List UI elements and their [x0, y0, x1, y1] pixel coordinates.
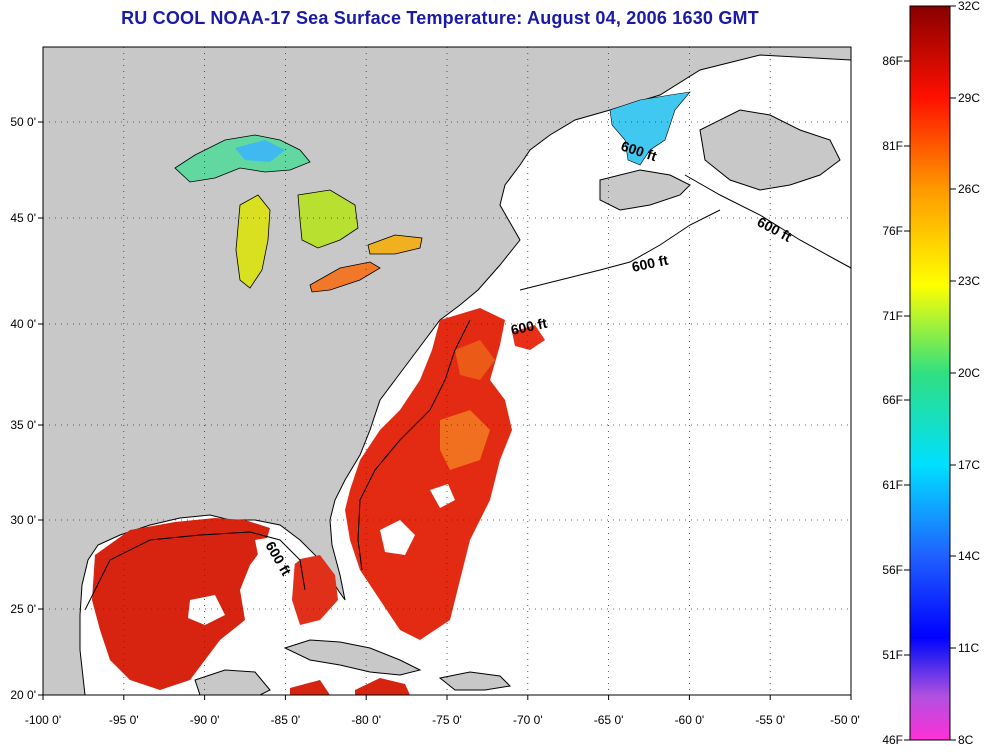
colorbar-celsius-label: 20C: [958, 366, 980, 380]
colorbar-celsius-label: 14C: [958, 549, 980, 563]
lake-ontario-sst: [367, 234, 423, 255]
isobath-contour: [519, 209, 721, 291]
colorbar-celsius-label: 29C: [958, 91, 980, 105]
colorbar-fahrenheit-label: 51F: [882, 648, 903, 662]
colorbar-fahrenheit-label: 46F: [882, 733, 903, 747]
colorbar-fahrenheit-label: 61F: [882, 478, 903, 492]
x-tick-label: -75 0': [432, 713, 462, 727]
x-tick-label: -60 0': [675, 713, 705, 727]
y-tick-label: 20 0': [10, 688, 36, 702]
isobath-label: 600 ft: [630, 252, 669, 275]
cloud-gap: [430, 484, 455, 508]
y-tick-label: 25 0': [10, 602, 36, 616]
colorbar-gradient: [909, 5, 951, 741]
x-tick-label: -55 0': [755, 713, 785, 727]
gulf-st-lawrence-sst: [609, 91, 691, 166]
colorbar-celsius-label: 8C: [958, 733, 974, 747]
lake-erie-sst: [309, 261, 381, 293]
gulf-mexico-east-sst: [292, 555, 338, 625]
y-tick-label: 45 0': [10, 211, 36, 225]
colorbar-celsius-label: 17C: [958, 458, 980, 472]
atlantic-warm-sst: [345, 308, 512, 640]
colorbar-celsius-label: 23C: [958, 274, 980, 288]
gulf-cloud-gap: [188, 595, 225, 625]
isobath-contour: [84, 531, 306, 611]
lake-huron-sst: [297, 189, 359, 249]
atlantic-warm-patch-2: [455, 340, 495, 380]
gulf-mexico-warm-sst: [92, 518, 270, 690]
y-tick-label: 35 0': [10, 418, 36, 432]
colorbar-celsius-label: 11C: [958, 641, 979, 655]
x-tick-label: -70 0': [513, 713, 543, 727]
x-tick-label: -80 0': [351, 713, 381, 727]
yucatan-land: [194, 669, 271, 695]
x-tick-label: -95 0': [109, 713, 139, 727]
colorbar-fahrenheit-label: 66F: [882, 393, 903, 407]
colorbar-fahrenheit-label: 81F: [882, 139, 903, 153]
isobath-contour: [357, 319, 471, 571]
colorbar-fahrenheit-label: 71F: [882, 309, 903, 323]
lake-superior-cold: [235, 140, 285, 162]
caribbean-warm-sst: [355, 678, 410, 695]
lake-michigan-sst: [235, 194, 271, 289]
y-tick-label: 50 0': [10, 115, 36, 129]
x-tick-label: -100 0': [25, 713, 61, 727]
colorbar-fahrenheit-label: 56F: [882, 563, 903, 577]
x-axis: -100 0' -95 0' -90 0' -85 0' -80 0' -75 …: [25, 695, 860, 727]
atlantic-offshore-patch: [512, 325, 545, 350]
x-tick-label: -65 0': [594, 713, 624, 727]
hispaniola-land: [438, 671, 512, 691]
colorbar-fahrenheit-label: 76F: [882, 224, 903, 238]
colorbar: 86F 81F 76F 71F 66F 61F 56F 51F 46F 32C …: [882, 0, 980, 747]
grid-lines: [43, 47, 851, 695]
isobath-label: 600 ft: [509, 315, 548, 338]
y-tick-label: 40 0': [10, 317, 36, 331]
isobath-contour: [684, 174, 851, 269]
nova-scotia-land: [599, 169, 691, 211]
y-axis: 50 0' 45 0' 40 0' 35 0' 30 0' 25 0' 20 0…: [10, 115, 43, 702]
atlantic-warm-patch-3: [440, 410, 490, 470]
colorbar-celsius-label: 26C: [958, 182, 980, 196]
y-tick-label: 30 0': [10, 513, 36, 527]
cloud-gap: [380, 520, 415, 555]
cuba-land: [283, 639, 422, 676]
x-tick-label: -90 0': [190, 713, 220, 727]
x-tick-label: -50 0': [830, 713, 860, 727]
map-title: RU COOL NOAA-17 Sea Surface Temperature:…: [121, 8, 759, 28]
x-tick-label: -85 0': [271, 713, 301, 727]
colorbar-fahrenheit-label: 86F: [882, 54, 903, 68]
caribbean-warm-sst: [290, 680, 330, 695]
gulf-cloud-gap: [255, 535, 300, 575]
colorbar-celsius-label: 32C: [958, 0, 980, 13]
